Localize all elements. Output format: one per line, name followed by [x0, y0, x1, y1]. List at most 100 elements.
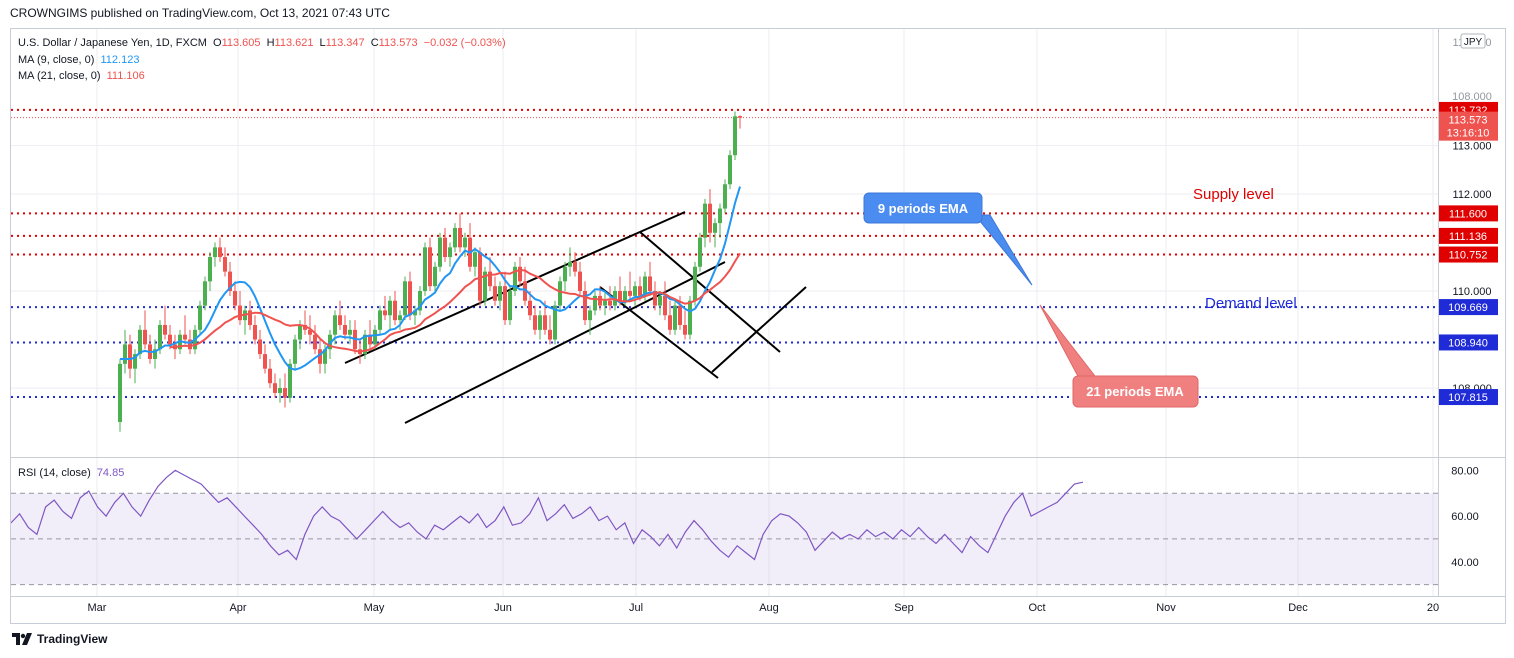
candle-body[interactable]	[703, 203, 707, 238]
candle-body[interactable]	[593, 295, 597, 311]
chart-frame[interactable]	[10, 28, 1506, 624]
candle-body[interactable]	[728, 155, 732, 185]
candle-body[interactable]	[573, 261, 577, 272]
candle-body[interactable]	[323, 349, 327, 364]
candle-body[interactable]	[688, 300, 692, 335]
candle-body[interactable]	[563, 266, 567, 282]
ma21-line[interactable]	[169, 252, 741, 353]
level-badge[interactable]	[1439, 246, 1498, 263]
candle-body[interactable]	[718, 208, 722, 224]
candle-body[interactable]	[608, 300, 612, 306]
cross-line-up-right[interactable]	[711, 286, 807, 373]
candle-body[interactable]	[348, 329, 352, 335]
candle-body[interactable]	[448, 247, 452, 258]
candle-body[interactable]	[248, 310, 252, 325]
candle-body[interactable]	[258, 339, 262, 355]
candle-body[interactable]	[503, 286, 507, 321]
candle-body[interactable]	[498, 286, 502, 301]
candle-body[interactable]	[423, 247, 427, 292]
candle-body[interactable]	[293, 339, 297, 364]
tradingview-logo[interactable]: TradingView	[12, 632, 107, 646]
candle-body[interactable]	[463, 237, 467, 248]
candle-body[interactable]	[198, 305, 202, 330]
candle-body[interactable]	[238, 305, 242, 321]
legend-ma21-row[interactable]: MA (21, close, 0) 111.106	[18, 70, 148, 82]
candle-body[interactable]	[638, 286, 642, 296]
candle-body[interactable]	[208, 257, 212, 282]
candle-body[interactable]	[533, 315, 537, 330]
candle-body[interactable]	[428, 247, 432, 287]
rsi-axis[interactable]: 80.00 60.00 40.00	[1451, 465, 1479, 568]
candle-body[interactable]	[438, 237, 442, 267]
candle-body[interactable]	[318, 349, 322, 364]
candle-body[interactable]	[368, 334, 372, 345]
candle-body[interactable]	[218, 247, 222, 258]
last-price-badge[interactable]	[1439, 111, 1498, 141]
candle-body[interactable]	[223, 257, 227, 272]
candle-body[interactable]	[738, 116, 742, 118]
candle-body[interactable]	[453, 227, 457, 248]
candle-body[interactable]	[513, 266, 517, 292]
candle-body[interactable]	[683, 324, 687, 335]
candle-body[interactable]	[653, 291, 657, 306]
candle-body[interactable]	[618, 291, 622, 301]
candle-body[interactable]	[693, 266, 697, 301]
candle-body[interactable]	[253, 324, 257, 340]
candle-body[interactable]	[658, 295, 662, 306]
candle-body[interactable]	[583, 291, 587, 321]
candle-body[interactable]	[488, 271, 492, 287]
candle-body[interactable]	[303, 324, 307, 330]
candle-body[interactable]	[288, 363, 292, 398]
candle-body[interactable]	[313, 334, 317, 350]
candle-body[interactable]	[508, 291, 512, 321]
time-axis[interactable]: Mar Apr May Jun Jul Aug Sep Oct Nov Dec 20	[88, 602, 1440, 614]
candle-body[interactable]	[558, 281, 562, 306]
candle-body[interactable]	[713, 223, 717, 233]
candle-body[interactable]	[298, 324, 302, 340]
level-badge[interactable]	[1439, 299, 1498, 316]
candle-body[interactable]	[143, 329, 147, 345]
candle-body[interactable]	[403, 281, 407, 316]
candle-body[interactable]	[633, 286, 637, 296]
ema9-callout[interactable]: 9 periods EMA	[863, 192, 1033, 286]
candle-body[interactable]	[338, 315, 342, 325]
ma9-line[interactable]	[120, 186, 741, 371]
candle-body[interactable]	[523, 281, 527, 301]
candle-body[interactable]	[163, 324, 167, 335]
candle-body[interactable]	[398, 315, 402, 321]
candle-body[interactable]	[458, 227, 462, 248]
candle-body[interactable]	[128, 344, 132, 369]
candle-body[interactable]	[233, 291, 237, 306]
candle-body[interactable]	[383, 310, 387, 316]
candle-body[interactable]	[188, 339, 192, 350]
rsi-line[interactable]	[11, 469, 1084, 561]
level-badge[interactable]	[1439, 389, 1498, 406]
candle-body[interactable]	[308, 329, 312, 335]
candle-body[interactable]	[408, 281, 412, 316]
candle-body[interactable]	[643, 276, 647, 296]
candle-body[interactable]	[183, 334, 187, 340]
candle-body[interactable]	[413, 310, 417, 316]
candle-body[interactable]	[138, 329, 142, 355]
legend-rsi-row[interactable]: RSI (14, close) 74.85	[18, 467, 127, 479]
candle-body[interactable]	[473, 252, 477, 267]
candle-body[interactable]	[493, 286, 497, 301]
candle-body[interactable]	[213, 247, 217, 258]
candle-body[interactable]	[363, 334, 367, 355]
candle-body[interactable]	[663, 295, 667, 316]
candle-body[interactable]	[733, 116, 737, 156]
candle-body[interactable]	[333, 315, 337, 335]
candle-body[interactable]	[543, 315, 547, 330]
currency-badge[interactable]	[1460, 33, 1486, 49]
candle-body[interactable]	[263, 354, 267, 369]
candle-body[interactable]	[648, 276, 652, 292]
candle-body[interactable]	[278, 388, 282, 393]
candle-body[interactable]	[518, 266, 522, 282]
candle-body[interactable]	[723, 184, 727, 209]
candle-body[interactable]	[283, 388, 287, 398]
candle-body[interactable]	[568, 261, 572, 267]
candle-body[interactable]	[548, 329, 552, 340]
candle-body[interactable]	[158, 324, 162, 350]
candle-body[interactable]	[168, 334, 172, 345]
candle-body[interactable]	[153, 349, 157, 359]
